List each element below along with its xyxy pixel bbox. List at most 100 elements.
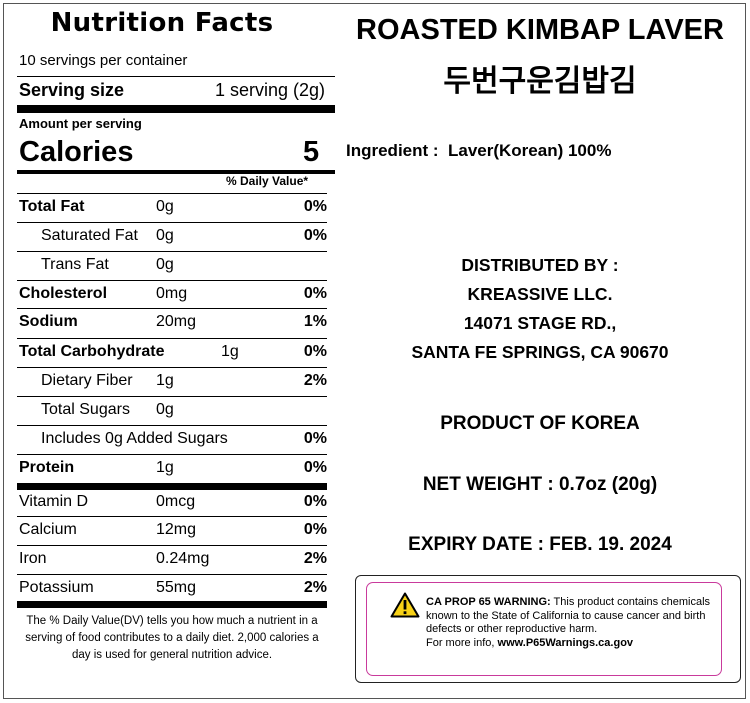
product-title-english: ROASTED KIMBAP LAVER — [356, 14, 724, 46]
serving-size-value: 1 serving (2g) — [214, 80, 325, 100]
prop65-warning-inner-border — [366, 582, 722, 676]
nutrient-daily-value: 0% — [303, 459, 327, 476]
prop65-heading: CA PROP 65 WARNING: — [426, 596, 551, 608]
serving-size-row: Serving size 1 serving (2g) — [19, 80, 325, 101]
nutrition-facts-title: Nutrition Facts — [50, 8, 274, 38]
nutrient-row: Calcium 12mg 0% — [19, 521, 327, 543]
nutrient-row: Trans Fat 0g — [19, 256, 327, 278]
row-divider — [17, 454, 327, 455]
row-divider — [17, 280, 327, 281]
servings-per-container: 10 servings per container — [19, 52, 188, 69]
nutrient-amount: 0g — [156, 256, 174, 273]
nutrient-daily-value: 0% — [303, 198, 327, 215]
nutrient-row: Total Fat 0g 0% — [19, 198, 327, 220]
nutrient-row: Includes 0g Added Sugars 0% — [19, 430, 327, 452]
divider — [17, 76, 335, 77]
nutrient-name: Includes 0g Added Sugars — [41, 430, 228, 447]
row-divider — [17, 516, 327, 517]
row-divider — [17, 367, 327, 368]
nutrient-row: Sodium 20mg 1% — [19, 313, 327, 335]
nutrient-daily-value: 2% — [303, 550, 327, 567]
prop65-more-info: For more info, — [426, 636, 498, 649]
thick-divider — [17, 105, 335, 113]
expiry-date: EXPIRY DATE : FEB. 19. 2024 — [408, 534, 672, 555]
row-divider — [17, 574, 327, 575]
nutrient-daily-value: 0% — [303, 343, 327, 360]
nutrient-amount: 0.24mg — [156, 550, 210, 567]
thick-divider — [17, 483, 327, 490]
label-frame — [3, 3, 746, 699]
nutrient-daily-value: 0% — [303, 493, 327, 510]
nutrient-row: Iron 0.24mg 2% — [19, 550, 327, 572]
medium-divider — [17, 170, 335, 174]
row-divider — [17, 338, 327, 339]
ingredient-line: Ingredient : Laver(Korean) 100% — [346, 141, 612, 160]
serving-size-label: Serving size — [19, 80, 125, 100]
nutrient-name: Total Carbohydrate — [19, 343, 165, 360]
country-of-origin: PRODUCT OF KOREA — [440, 413, 640, 434]
nutrient-row: Total Sugars 0g — [19, 401, 327, 423]
nutrient-daily-value: 0% — [303, 285, 327, 302]
distributor-name: KREASSIVE LLC. — [467, 284, 613, 304]
nutrient-amount: 55mg — [156, 579, 197, 596]
nutrient-amount: 0mg — [156, 285, 188, 302]
nutrient-amount: 0g — [156, 401, 174, 418]
nutrient-name: Iron — [19, 550, 47, 567]
distributed-by-label: DISTRIBUTED BY : — [461, 255, 619, 275]
amount-per-serving: Amount per serving — [19, 116, 142, 131]
nutrient-daily-value: 0% — [303, 521, 327, 538]
prop65-body: This product contains chemicals known to… — [426, 596, 711, 635]
nutrient-row: Protein 1g 0% — [19, 459, 327, 481]
nutrient-amount: 1g — [156, 459, 174, 476]
warning-triangle-icon — [390, 592, 420, 618]
nutrient-amount: 20mg — [156, 313, 197, 330]
nutrient-row: Saturated Fat 0g 0% — [19, 227, 327, 249]
row-divider — [17, 396, 327, 397]
row-divider — [17, 425, 327, 426]
nutrient-name: Protein — [19, 459, 75, 476]
nutrient-row: Vitamin D 0mcg 0% — [19, 493, 327, 515]
nutrient-name: Calcium — [19, 521, 77, 538]
prop65-warning-box — [355, 575, 741, 683]
nutrient-row: Total Carbohydrate 1g 0% — [19, 343, 327, 365]
distributor-address-city: SANTA FE SPRINGS, CA 90670 — [411, 342, 669, 362]
nutrient-amount: 1g — [156, 372, 174, 389]
calories-label: Calories — [19, 136, 134, 168]
row-divider — [17, 193, 327, 194]
dv-footnote: The % Daily Value(DV) tells you how much… — [25, 615, 319, 661]
nutrient-name: Sodium — [19, 313, 78, 330]
nutrient-amount: 12mg — [156, 521, 197, 538]
row-divider — [17, 251, 327, 252]
nutrient-name: Total Sugars — [41, 401, 130, 418]
nutrient-name: Cholesterol — [19, 285, 108, 302]
nutrient-row: Cholesterol 0mg 0% — [19, 285, 327, 307]
row-divider — [17, 222, 327, 223]
nutrient-name: Vitamin D — [19, 493, 89, 510]
nutrient-amount: 0mcg — [156, 493, 196, 510]
nutrient-daily-value: 1% — [303, 313, 327, 330]
nutrient-amount: 0g — [156, 198, 174, 215]
thick-divider — [17, 601, 327, 608]
nutrient-name: Potassium — [19, 579, 94, 596]
nutrient-row: Potassium 55mg 2% — [19, 579, 327, 601]
calories-value: 5 — [303, 136, 320, 168]
nutrient-name: Dietary Fiber — [41, 372, 133, 389]
daily-value-header: % Daily Value* — [226, 174, 309, 188]
distributor-address-street: 14071 STAGE RD., — [463, 313, 617, 333]
net-weight: NET WEIGHT : 0.7oz (20g) — [422, 474, 658, 495]
nutrient-name: Total Fat — [19, 198, 85, 215]
prop65-link[interactable]: www.P65Warnings.ca.gov — [497, 636, 634, 649]
prop65-warning-text: CA PROP 65 WARNING: This product contain… — [426, 596, 716, 650]
nutrient-name: Saturated Fat — [41, 227, 138, 244]
nutrient-daily-value: 2% — [303, 579, 327, 596]
product-title-korean: 두번구운김밥김 — [443, 64, 637, 99]
nutrient-amount: 1g — [221, 343, 239, 360]
nutrient-daily-value: 0% — [303, 430, 327, 447]
nutrient-daily-value: 0% — [303, 227, 327, 244]
nutrient-daily-value: 2% — [303, 372, 327, 389]
row-divider — [17, 545, 327, 546]
row-divider — [17, 308, 327, 309]
nutrient-row: Dietary Fiber 1g 2% — [19, 372, 327, 394]
nutrient-name: Trans Fat — [41, 256, 109, 273]
nutrient-amount: 0g — [156, 227, 174, 244]
